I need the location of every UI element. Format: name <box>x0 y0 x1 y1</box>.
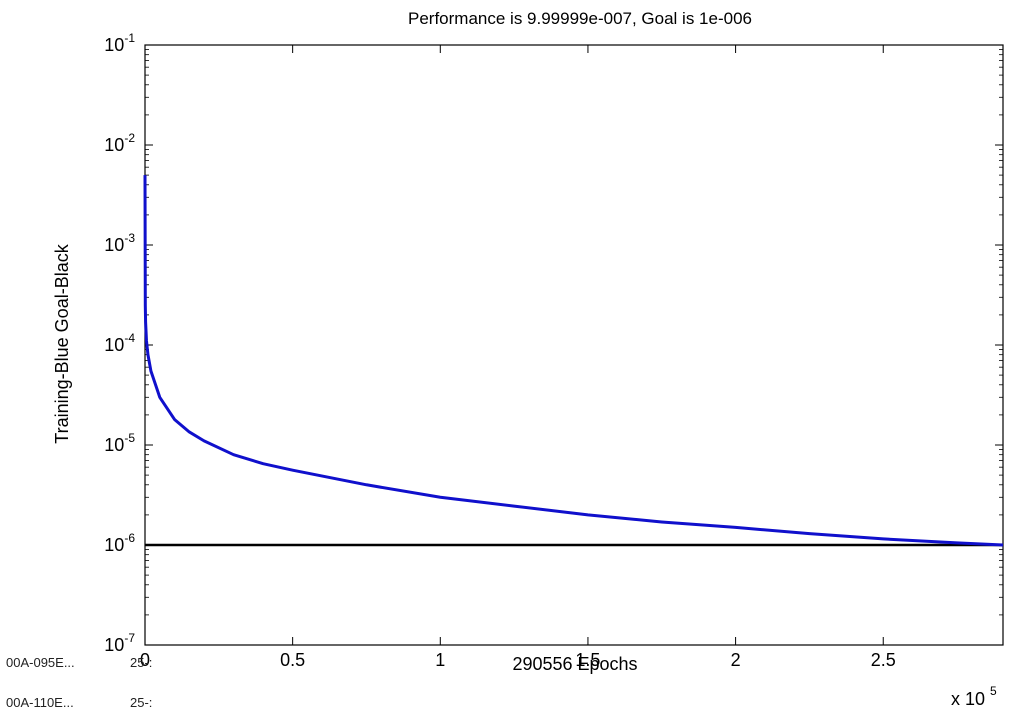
y-tick-base: 10 <box>104 635 124 655</box>
y-tick-label: 10-5 <box>104 431 135 455</box>
y-tick-label: 10-7 <box>104 631 135 655</box>
y-tick-label: 10-4 <box>104 331 135 355</box>
x-tick-label: 1 <box>435 650 445 670</box>
x-tick-label: 0 <box>140 650 150 670</box>
y-tick-exponent: -3 <box>124 231 135 245</box>
y-axis-label: Training-Blue Goal-Black <box>52 243 72 443</box>
list-item-name: 00A-095E... <box>6 655 75 670</box>
x-tick-label: 0.5 <box>280 650 305 670</box>
y-tick-exponent: -6 <box>124 531 135 545</box>
y-tick-exponent: -4 <box>124 331 135 345</box>
y-tick-base: 10 <box>104 335 124 355</box>
y-tick-base: 10 <box>104 135 124 155</box>
y-tick-exponent: -5 <box>124 431 135 445</box>
y-tick-base: 10 <box>104 435 124 455</box>
chart-title: Performance is 9.99999e-007, Goal is 1e-… <box>408 9 752 28</box>
plot-area: 10-710-610-510-410-310-210-10 0.5 1 1.5 2 2.5 <box>104 31 1004 670</box>
training-curve <box>143 175 1004 547</box>
y-tick-exponent: -2 <box>124 131 135 145</box>
y-tick-label: 10-3 <box>104 231 135 255</box>
x-tick-label: 1.5 <box>575 650 600 670</box>
y-tick-label: 10-6 <box>104 531 135 555</box>
background-list-fragment: 00A-095E... 00A-110E... 25-: 25-: <box>6 655 206 715</box>
x-axis-label: 290556 Epochs <box>512 654 637 674</box>
plot-frame <box>144 44 1004 646</box>
y-tick-label: 10-2 <box>104 131 135 155</box>
list-item-name: 00A-110E... <box>6 695 74 710</box>
y-tick-exponent: -1 <box>124 31 135 45</box>
x-multiplier-base: x 10 <box>951 689 985 709</box>
list-item-date: 25-: <box>130 695 153 710</box>
y-tick-exponent: -7 <box>124 631 135 645</box>
x-tick-label: 2.5 <box>871 650 896 670</box>
x-axis-multiplier: x 10 5 <box>951 684 997 709</box>
y-tick-label: 10-1 <box>104 31 135 55</box>
y-tick-base: 10 <box>104 235 124 255</box>
x-tick-label: 2 <box>731 650 741 670</box>
x-multiplier-exponent: 5 <box>990 684 997 698</box>
y-tick-base: 10 <box>104 535 124 555</box>
list-item-date: 25-: <box>130 655 153 670</box>
list-item[interactable]: 00A-095E... <box>6 655 75 670</box>
y-tick-base: 10 <box>104 35 124 55</box>
list-item[interactable]: 00A-110E... <box>6 695 74 710</box>
